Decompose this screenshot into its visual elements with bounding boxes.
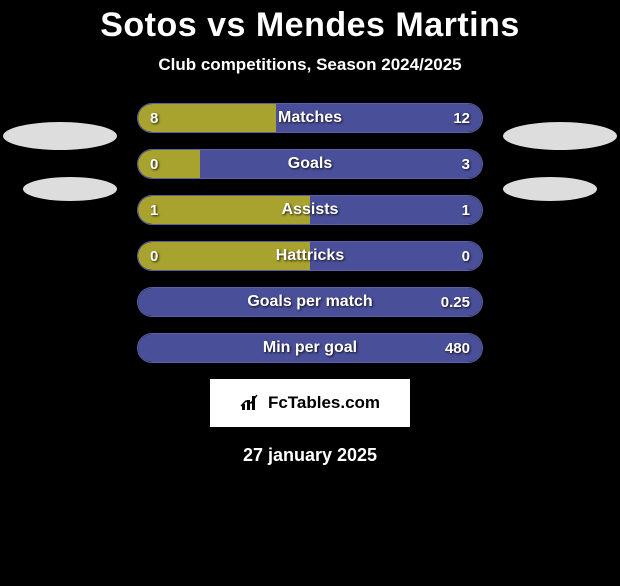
avatar-placeholder-mid-right xyxy=(503,177,597,201)
bar-fill-right xyxy=(200,150,482,178)
date-label: 27 january 2025 xyxy=(0,445,620,466)
avatar-placeholder-top-left xyxy=(3,122,117,150)
bar-fill-left xyxy=(138,104,276,132)
avatar-placeholder-top-right xyxy=(503,122,617,150)
page-title: Sotos vs Mendes Martins xyxy=(0,6,620,45)
bar-fill-left xyxy=(138,242,310,270)
bar-fill-right xyxy=(138,288,482,316)
branding-text: FcTables.com xyxy=(268,393,380,413)
bar-fill-right xyxy=(276,104,482,132)
comparison-content: Matches812 Goals03 Assists11 Hattricks00 Goa… xyxy=(0,103,620,466)
bar-fill-right xyxy=(310,242,482,270)
avatar-placeholder-mid-left xyxy=(23,177,117,201)
stat-row: Goals per match0.25 xyxy=(137,287,483,317)
branding-badge: FcTables.com xyxy=(210,379,410,427)
comparison-bars: Matches812 Goals03 Assists11 Hattricks00 Goa… xyxy=(137,103,483,363)
bar-fill-left xyxy=(138,150,200,178)
stat-row: Goals03 xyxy=(137,149,483,179)
chart-icon xyxy=(240,394,262,412)
stat-row: Assists11 xyxy=(137,195,483,225)
stat-row: Min per goal480 xyxy=(137,333,483,363)
stat-row: Matches812 xyxy=(137,103,483,133)
stat-row: Hattricks00 xyxy=(137,241,483,271)
bar-fill-right xyxy=(310,196,482,224)
subtitle: Club competitions, Season 2024/2025 xyxy=(0,55,620,75)
bar-fill-left xyxy=(138,196,310,224)
bar-fill-right xyxy=(138,334,482,362)
